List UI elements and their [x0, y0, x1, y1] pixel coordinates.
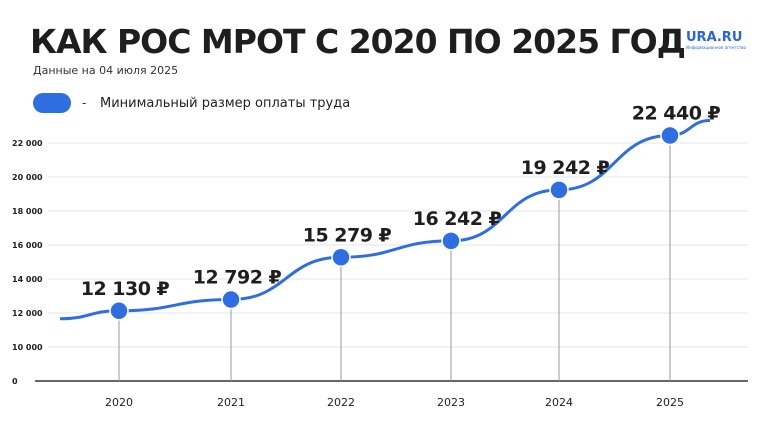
- x-tick-label: 2020: [105, 396, 133, 409]
- data-label: 12 130 ₽: [81, 278, 170, 300]
- legend-swatch: [33, 93, 71, 113]
- data-point: [441, 231, 461, 251]
- x-tick-label: 2023: [437, 396, 465, 409]
- chart-subtitle: Данные на 04 июля 2025: [33, 64, 179, 77]
- data-label: 12 792 ₽: [193, 267, 282, 289]
- chart-title: КАК РОС МРОТ С 2020 ПО 2025 ГОД: [30, 22, 686, 61]
- legend-label: Минимальный размер оплаты труда: [100, 96, 351, 111]
- data-label: 22 440 ₽: [632, 103, 721, 125]
- y-tick-label: 0: [12, 377, 18, 386]
- x-tick-label: 2024: [545, 396, 573, 409]
- data-label: 19 242 ₽: [521, 157, 610, 179]
- y-tick-label: 20 000: [12, 173, 43, 182]
- x-tick-label: 2025: [656, 396, 684, 409]
- y-tick-label: 18 000: [12, 207, 43, 216]
- series-line: [59, 119, 711, 321]
- legend-dash: -: [82, 96, 87, 110]
- x-tick-label: 2021: [217, 396, 245, 409]
- data-point: [549, 180, 569, 200]
- y-tick-label: 22 000: [12, 139, 43, 148]
- data-label: 16 242 ₽: [413, 208, 502, 230]
- y-tick-label: 14 000: [12, 275, 43, 284]
- data-point: [660, 125, 680, 146]
- x-tick-label: 2022: [327, 396, 355, 409]
- data-label: 15 279 ₽: [303, 224, 392, 246]
- y-tick-label: 12 000: [12, 309, 43, 318]
- data-point: [221, 289, 241, 310]
- logo-subtitle: Информационное агентство: [686, 45, 746, 50]
- data-point: [109, 301, 129, 321]
- y-tick-label: 16 000: [12, 241, 43, 250]
- y-tick-label: 10 000: [12, 343, 43, 352]
- data-point: [331, 247, 351, 268]
- logo: URA.RU: [686, 30, 743, 45]
